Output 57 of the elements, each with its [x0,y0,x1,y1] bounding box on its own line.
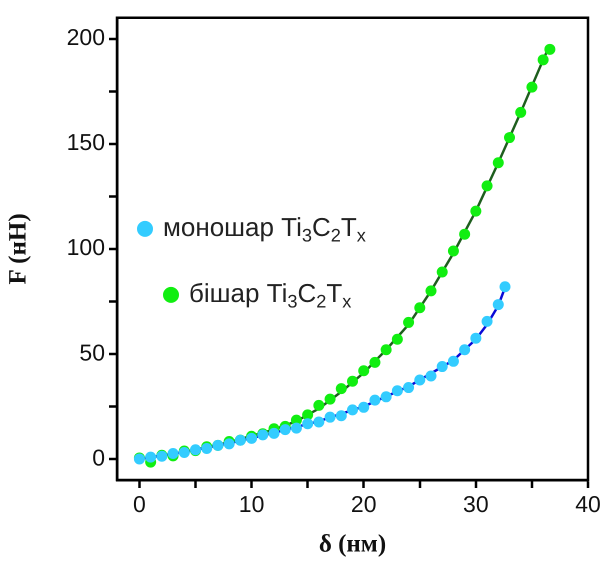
point [302,418,314,430]
point [358,365,370,376]
point [280,424,291,436]
point [459,344,470,356]
y-tick-label: 0 [92,444,105,470]
point [313,400,324,411]
point [324,394,336,405]
point [504,132,515,144]
point [145,452,156,463]
point [290,422,302,434]
point [436,266,448,278]
point [369,356,380,368]
point [459,228,470,240]
y-tick-label: 200 [66,24,105,50]
point [403,382,414,394]
point [336,383,347,394]
point [380,391,392,402]
y-axis-title: F (нН) [4,213,32,284]
point [482,180,493,192]
point [448,246,459,256]
point [392,334,403,345]
point [336,410,347,422]
y-tick-label: 150 [66,129,105,156]
point [380,344,392,356]
point [492,299,504,310]
x-tick-label: 20 [350,491,377,518]
point [448,356,459,367]
point [482,316,493,327]
point [369,394,380,406]
point [392,385,403,396]
point [426,285,436,296]
point [426,370,436,382]
y-tick-label: 50 [79,339,105,366]
x-tick-label: 30 [463,491,489,518]
point [515,106,526,118]
x-axis-title: δ (нм) [318,530,386,558]
point [538,54,549,66]
x-tick-label: 10 [238,491,264,518]
point [414,374,426,386]
point [324,412,336,423]
point [313,416,324,428]
point [403,316,414,328]
point [500,281,511,292]
point [268,428,280,439]
point [492,157,504,168]
point [347,376,358,387]
x-tick-label: 40 [575,491,601,518]
point [526,82,538,93]
point [436,361,448,372]
point [347,404,358,416]
point [544,44,556,55]
point [470,206,482,217]
x-tick-label: 0 [133,491,146,518]
point [358,402,370,413]
y-tick-label: 100 [66,234,105,260]
point [414,302,426,314]
point [470,332,482,344]
